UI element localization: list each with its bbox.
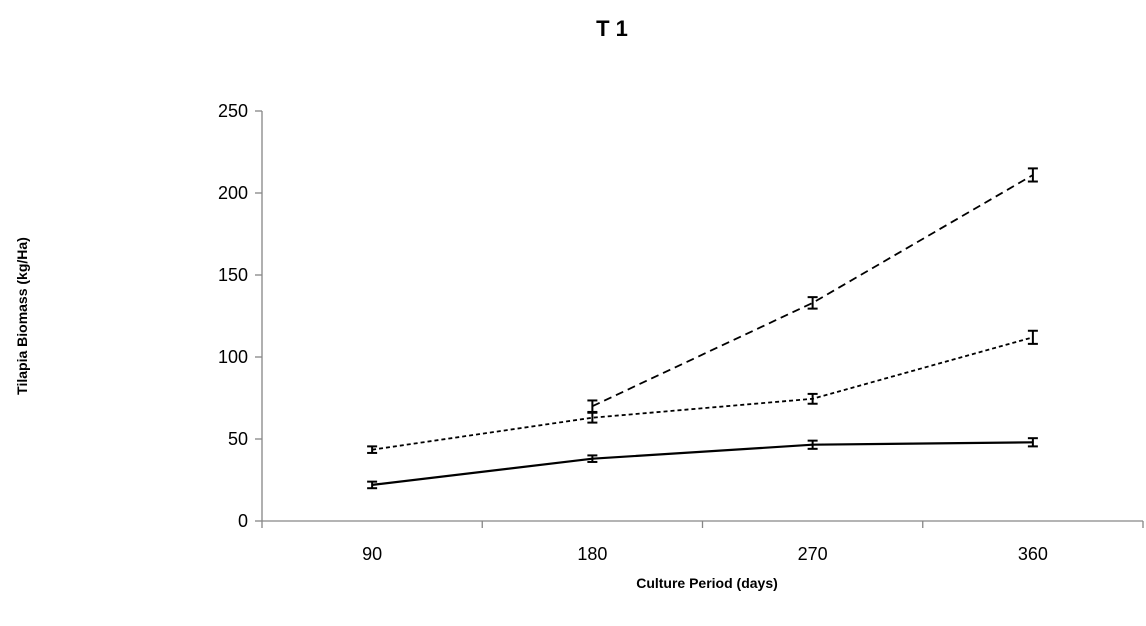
- series-2: [367, 329, 1038, 454]
- x-axis-title: Culture Period (days): [636, 575, 778, 591]
- x-tick-label: 360: [1018, 544, 1048, 564]
- y-tick-labels: 0 50 100 150 200 250: [218, 101, 248, 531]
- y-tick-label: 0: [238, 511, 248, 531]
- chart-title: T 1: [596, 16, 628, 41]
- y-tick-label: 50: [228, 429, 248, 449]
- y-tick-label: 200: [218, 183, 248, 203]
- series-1: [367, 437, 1038, 490]
- y-tick-label: 100: [218, 347, 248, 367]
- y-tick-label: 150: [218, 265, 248, 285]
- error-bar: [587, 454, 598, 463]
- series-3: [587, 167, 1038, 413]
- series-line: [592, 174, 1034, 408]
- series-line: [371, 441, 1033, 486]
- error-bar: [367, 445, 378, 454]
- error-bar: [367, 480, 378, 490]
- x-tick-label: 180: [577, 544, 607, 564]
- error-bar: [1027, 329, 1038, 345]
- error-bar: [807, 392, 818, 405]
- x-tick-label: 270: [798, 544, 828, 564]
- axes: [255, 110, 1144, 528]
- x-tick-labels: 90 180 270 360: [362, 544, 1048, 564]
- y-axis-title: Tilapia Biomass (kg/Ha): [14, 237, 30, 395]
- series-layer: [367, 167, 1038, 490]
- error-bar: [807, 296, 818, 310]
- error-bar: [807, 439, 818, 450]
- y-tick-label: 250: [218, 101, 248, 121]
- x-tick-label: 90: [362, 544, 382, 564]
- error-bar: [587, 399, 598, 413]
- error-bar: [1027, 167, 1038, 183]
- error-bar: [1027, 437, 1038, 448]
